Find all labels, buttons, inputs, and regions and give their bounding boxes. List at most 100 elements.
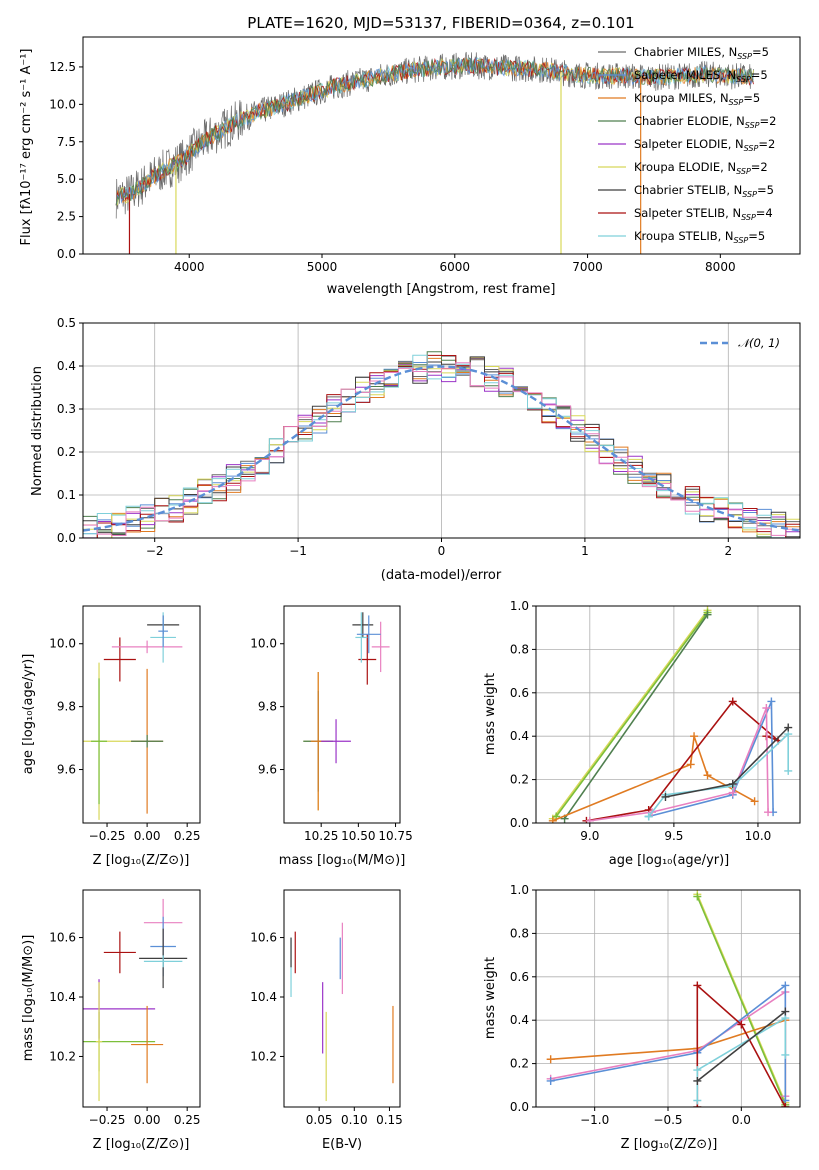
legend-entry-text: Kroupa ELODIE, N (634, 160, 736, 174)
mass_vs_Z-axes: −0.25 0.00 0.25 10.2 10.4 10.6 (49, 889, 201, 1127)
residuals-ytick-label: 0.4 (57, 359, 76, 373)
legend-entry-text: Salpeter MILES, N (634, 68, 736, 82)
age_vs_Z-ytick-label: 9.8 (57, 700, 76, 714)
spectrum-ytick-label: 12.5 (49, 60, 76, 74)
residuals-axes: −2 −1 0 1 2 0.0 0.1 0.2 0.3 0.4 0.5 𝒩(0, 1) (57, 316, 801, 558)
spectrum-panel: PLATE=1620, MJD=53137, FIBERID=0364, z=0… (19, 14, 635, 297)
weight_vs_age-point-chabrier_elodie (703, 610, 712, 619)
legend-entry-text: Chabrier STELIB, N (634, 183, 742, 197)
spectrum-xlabel: wavelength [Angstrom, rest frame] (327, 282, 556, 297)
mass_vs_Z-ytick-label: 10.6 (49, 931, 76, 945)
legend-entry-text: Salpeter STELIB, N (634, 206, 741, 220)
weight_vs_Z-ytick-label: 1.0 (510, 883, 529, 897)
spectrum-ytick-label: 5.0 (57, 172, 76, 186)
weight_vs_age-point-kroupa_stelib (644, 812, 653, 821)
legend-entry-chabrier_elodie: Chabrier ELODIE, NSSP=2 (634, 114, 776, 130)
weight_vs_age-point-salpeter_miles (767, 697, 776, 706)
spectrum-plot-area (115, 51, 754, 254)
weight_vs_age-line-green (555, 612, 709, 817)
spectrum-xtick-label: 5000 (307, 260, 338, 274)
age_vs_mass-xtick-label: 10.25 (304, 829, 338, 843)
legend-entry-suffix: =2 (758, 137, 775, 151)
weight-age-ylabel: mass weight (483, 673, 498, 755)
weight_vs_age-point-pink (585, 816, 594, 823)
mass-ebv-xlabel: E(B-V) (322, 1137, 362, 1152)
legend-entry-subscript: SSP (736, 75, 751, 84)
residuals-ytick-label: 0.1 (57, 488, 76, 502)
age_vs_Z-ytick-label: 9.6 (57, 763, 76, 777)
legend-entry-salpeter_miles: Salpeter MILES, NSSP=5 (634, 68, 768, 84)
residuals-panel: (data-model)/error Normed distribution (30, 366, 502, 583)
weight_vs_Z-xtick-label: 0.0 (732, 1113, 751, 1127)
mass_vs_ebv-xtick-label: 0.05 (306, 1113, 333, 1127)
weight_vs_age-point-chabrier_stelib (784, 723, 793, 732)
spectrum-frame (82, 36, 801, 255)
weight_vs_age-line-kroupa_elodie (552, 609, 709, 820)
legend-entry-chabrier_stelib: Chabrier STELIB, NSSP=5 (634, 183, 774, 199)
weight_vs_Z-point-salpeter_stelib (781, 1103, 790, 1107)
legend-entry-text: Chabrier ELODIE, N (634, 114, 745, 128)
age_vs_Z-axes: −0.25 0.00 0.25 9.6 9.8 10.0 (49, 605, 201, 843)
spectrum-ytick-label: 7.5 (57, 135, 76, 149)
spectrum-ytick-label: 10.0 (49, 97, 76, 111)
legend-entry-subscript: SSP (734, 236, 749, 245)
weight_vs_Z-frame (535, 889, 801, 1108)
weight_vs_Z-line-salpeter_stelib (696, 983, 787, 1107)
weight_vs_Z-point-kroupa_stelib (781, 1050, 790, 1059)
age_vs_mass-ytick-label: 10.0 (250, 637, 277, 651)
legend-entry-suffix: =2 (751, 160, 768, 174)
spectrum-model-salpeter_stelib (115, 57, 754, 206)
residuals-plot-area (83, 351, 800, 538)
legend-entry-suffix: =5 (757, 183, 774, 197)
weight_vs_age-point-kroupa_miles (703, 771, 712, 780)
mass_vs_Z-ytick-label: 10.4 (49, 990, 76, 1004)
age_vs_mass-frame (283, 605, 401, 824)
mass_vs_ebv-frame (283, 889, 401, 1108)
legend-entry-suffix: =2 (760, 114, 777, 128)
chart-marks: 4000 5000 6000 7000 80000.02.55.07.510.012.5… (49, 36, 801, 1127)
legend-entry-subscript: SSP (744, 144, 759, 153)
weight_vs_age-ytick-label: 0.0 (510, 816, 529, 830)
weight_vs_age-ytick-label: 0.6 (510, 686, 529, 700)
weight_vs_Z-point-kroupa_stelib (693, 1066, 702, 1075)
spectrum-ytick-label: 2.5 (57, 210, 76, 224)
weight_vs_age-frame (535, 605, 801, 824)
residuals-frame (82, 322, 801, 539)
spectrum-title: PLATE=1620, MJD=53137, FIBERID=0364, z=0… (247, 14, 634, 32)
mass_vs_Z-ytick-label: 10.2 (49, 1049, 76, 1063)
age_vs_mass-ytick-label: 9.8 (258, 700, 277, 714)
age_vs_mass-ytick-label: 9.6 (258, 763, 277, 777)
weight_vs_age-point-salpeter_stelib (728, 697, 737, 706)
mass_vs_ebv-ytick-label: 10.4 (250, 990, 277, 1004)
age_vs_mass-plot-area (303, 612, 390, 811)
age_vs_Z-xtick-label: 0.25 (174, 829, 201, 843)
weight_vs_age-point-chabrier_stelib (728, 779, 737, 788)
residuals-xtick-label: −2 (146, 544, 164, 558)
weight_vs_age-point-kroupa_stelib (784, 766, 793, 775)
weight_vs_age-point-kroupa_miles (548, 816, 557, 823)
residuals-xlabel: (data-model)/error (381, 568, 502, 583)
weight-z-ylabel: mass weight (483, 957, 498, 1039)
legend-entry-subscript: SSP (742, 190, 757, 199)
legend-entry-suffix: =5 (752, 45, 769, 59)
normal-curve (83, 365, 800, 532)
mass_vs_ebv-axes: 0.05 0.10 0.15 10.2 10.4 10.6 (250, 889, 403, 1127)
weight_vs_Z-ytick-label: 0.6 (510, 970, 529, 984)
legend-entry-subscript: SSP (741, 213, 756, 222)
weight_vs_Z-point-chabrier_stelib (781, 1007, 790, 1016)
weight_vs_Z-line-kroupa_elodie (696, 893, 787, 1104)
weight_vs_age-xtick-label: 9.0 (580, 829, 599, 843)
legend-entry-kroupa_stelib: Kroupa STELIB, NSSP=5 (634, 229, 765, 245)
mass_vs_Z-xtick-label: 0.00 (134, 1113, 161, 1127)
legend-entry-kroupa_elodie: Kroupa ELODIE, NSSP=2 (634, 160, 768, 176)
weight_vs_Z-ytick-label: 0.2 (510, 1057, 529, 1071)
weight_vs_age-point-kroupa_miles (686, 760, 695, 769)
legend-entry-subscript: SSP (729, 98, 744, 107)
weight_vs_Z-point-salpeter_miles (546, 1076, 555, 1085)
weight_vs_Z-line-green (696, 896, 787, 1106)
weight_vs_age-xtick-label: 9.5 (664, 829, 683, 843)
residuals-ytick-label: 0.5 (57, 316, 76, 330)
spectrum-xtick-label: 8000 (705, 260, 736, 274)
legend-entry-text: Kroupa MILES, N (634, 91, 729, 105)
weight_vs_age-plot-area (548, 606, 793, 823)
